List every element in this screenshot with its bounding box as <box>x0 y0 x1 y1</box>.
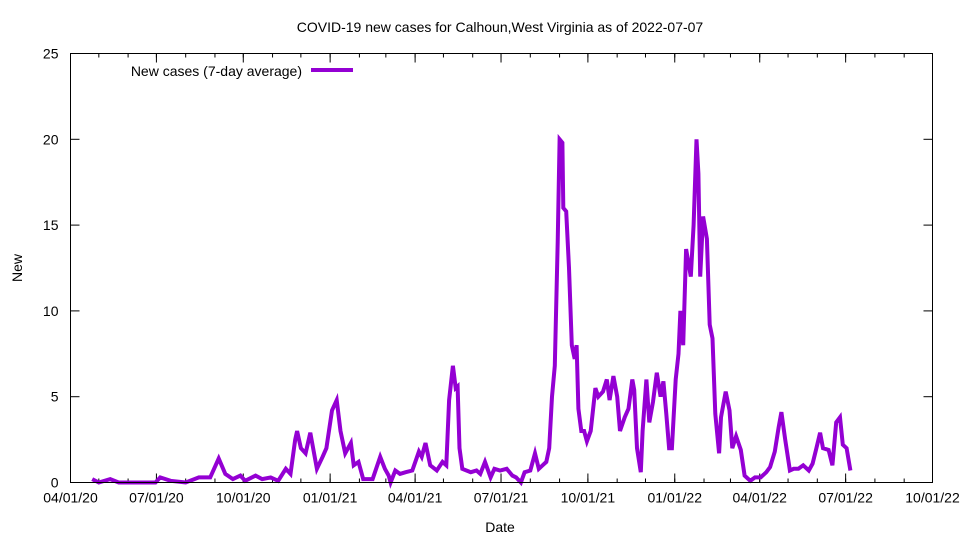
y-tick-label: 5 <box>51 389 59 405</box>
x-axis-label: Date <box>485 519 515 535</box>
legend: New cases (7-day average) <box>131 63 353 79</box>
x-tick-label: 04/01/21 <box>388 490 443 506</box>
x-tick-label: 07/01/20 <box>129 490 184 506</box>
chart-title: COVID-19 new cases for Calhoun,West Virg… <box>297 19 704 35</box>
series-layer <box>91 133 853 489</box>
y-tick-label: 20 <box>43 131 59 147</box>
x-tick-label: 10/01/22 <box>905 490 960 506</box>
y-tick-label: 25 <box>43 46 59 62</box>
x-tick-label: 07/01/21 <box>474 490 529 506</box>
y-tick-label: 10 <box>43 303 59 319</box>
plot-frame <box>70 53 933 483</box>
x-tick-label: 07/01/22 <box>818 490 873 506</box>
y-tick-label: 0 <box>51 475 59 491</box>
series-line <box>91 133 853 489</box>
x-tick-label: 10/01/21 <box>561 490 616 506</box>
x-tick-label: 10/01/20 <box>216 490 271 506</box>
x-tick-label: 04/01/20 <box>43 490 98 506</box>
y-tick-label: 15 <box>43 217 59 233</box>
x-tick-label: 01/01/21 <box>303 490 358 506</box>
axis-ticks: 0 5 10 15 20 25 04/01/20 07/01/20 10/01/20 01/01/… <box>43 46 960 506</box>
legend-label: New cases (7-day average) <box>131 63 302 79</box>
y-axis-label: New <box>9 253 25 282</box>
x-tick-label: 01/01/22 <box>647 490 702 506</box>
x-tick-label: 04/01/22 <box>732 490 787 506</box>
